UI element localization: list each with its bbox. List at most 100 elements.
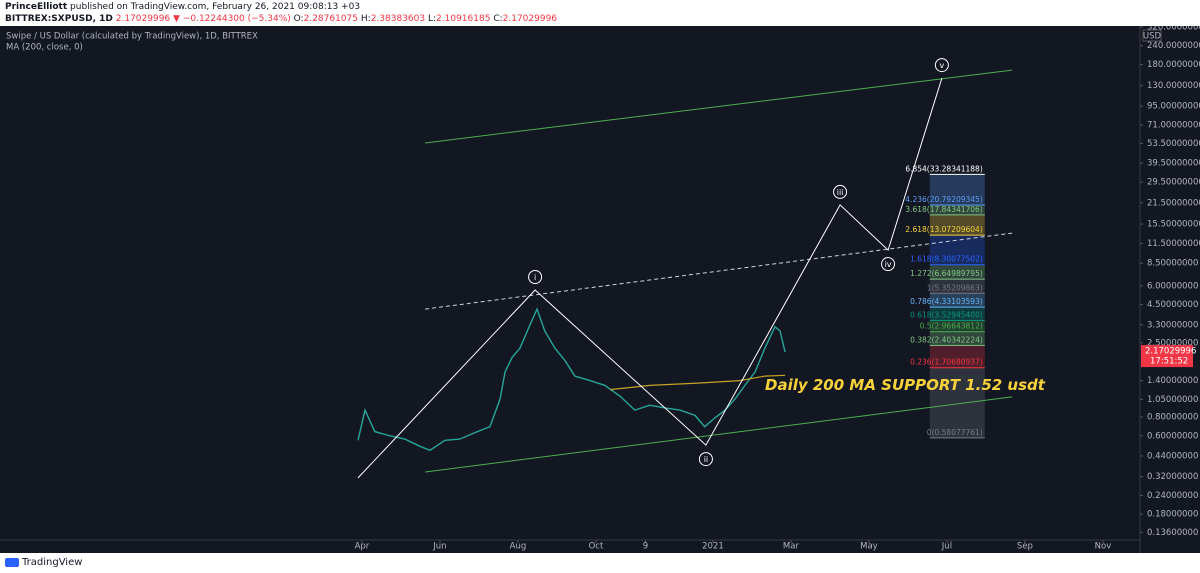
fib-band (929, 293, 985, 308)
x-tick-label: Aug (510, 542, 527, 552)
x-tick-label: Jul (941, 542, 952, 552)
x-tick-label: May (860, 542, 878, 552)
fib-label: 1.618(8.30077502) (910, 255, 983, 264)
fib-band (929, 320, 985, 332)
chart-background (0, 26, 1200, 553)
y-tick-label: 0.18000000 (1147, 510, 1198, 520)
price-line (609, 374, 786, 391)
legend-series: Swipe / US Dollar (calculated by Trading… (6, 32, 258, 42)
fib-label: 0.786(4.33103593) (910, 297, 983, 306)
y-tick-label: 15.50000000 (1147, 220, 1200, 230)
ohlc-value: 2.10916185 (436, 14, 491, 24)
y-tick-label: 1.40000000 (1147, 376, 1198, 386)
y-tick-label: 29.50000000 (1147, 178, 1200, 188)
author: PrinceElliott (5, 2, 68, 12)
fib-label: 0.5(2.96643812) (920, 322, 983, 331)
x-tick-label: Nov (1095, 542, 1112, 552)
y-tick-label: 240.00000000 (1147, 41, 1200, 51)
ohlc-label: O: (293, 14, 304, 24)
last-price: 2.17029996 (115, 14, 171, 24)
y-tick-label: 4.50000000 (1147, 300, 1198, 310)
x-tick-label: Jun (432, 542, 446, 552)
y-tick-label: 3.30000000 (1147, 320, 1198, 330)
footer: TradingView (0, 553, 1200, 573)
ohlc-label: L: (427, 14, 437, 24)
x-tick-label: Sep (1017, 542, 1033, 552)
x-tick-label: Oct (589, 542, 604, 552)
x-tick-label: Mar (783, 542, 800, 552)
unit-box (1142, 29, 1162, 42)
ohlc-value: 2.38383603 (370, 14, 426, 24)
header: PrinceElliott published on TradingView.c… (0, 0, 1200, 26)
wave-badge (934, 58, 949, 73)
x-tick-label: 2021 (702, 542, 724, 552)
fib-band (929, 235, 985, 265)
y-tick-label: 320.00000000 (1147, 22, 1200, 32)
header-line-2: BITTREX:SXPUSD, 1D 2.17029996 ▼ −0.12244… (5, 13, 1195, 25)
y-tick-label: 95.00000000 (1147, 102, 1200, 112)
fib-band (929, 279, 985, 294)
axis-unit: USD (1143, 32, 1162, 42)
fib-label: 0.382(2.40342224) (910, 335, 983, 344)
y-tick-label: 11.50000000 (1147, 239, 1200, 249)
fib-band (929, 214, 985, 236)
legend-ma: MA (200, close, 0) (6, 43, 83, 53)
fib-label: 0.236(1.70680937) (910, 358, 983, 367)
y-tick-label: 0.13600000 (1147, 528, 1198, 538)
branding: TradingView (22, 557, 83, 568)
y-tick-label: 0.44000000 (1147, 451, 1198, 461)
y-tick-label: 130.00000000 (1147, 81, 1200, 91)
x-tick-label: Apr (355, 542, 370, 552)
wave-badge (698, 452, 713, 467)
ohlc-label: C: (493, 14, 503, 24)
y-tick-label: 6.00000000 (1147, 281, 1198, 291)
published: published on TradingView.com, February 2… (70, 2, 361, 12)
y-tick-label: 2.50000000 (1147, 338, 1198, 348)
fib-band (929, 307, 985, 321)
fib-band (929, 331, 985, 346)
wave-label: v (940, 61, 945, 70)
fib-band (929, 345, 985, 368)
fib-band (929, 174, 985, 205)
fib-label: 4.236(20.79209345) (905, 195, 982, 204)
fib-label: 6.854(33.28341188) (905, 164, 982, 173)
ohlc-value: 2.28761075 (303, 14, 359, 24)
y-tick-label: 0.60000000 (1147, 431, 1198, 441)
price-tag (1141, 345, 1193, 368)
y-tick-label: 21.50000000 (1147, 198, 1200, 208)
x-tick-label: 9 (643, 542, 648, 552)
y-tick-label: 0.32000000 (1147, 472, 1198, 482)
annotation: Daily 200 MA SUPPORT 1.52 usdt (765, 376, 1045, 394)
symbol: BITTREX:SXPUSD, 1D (5, 14, 113, 24)
wave-badge (833, 184, 848, 199)
wave-label: i (534, 273, 536, 282)
fib-band (929, 367, 985, 438)
wave-path (357, 77, 943, 479)
ohlc-label: H: (360, 14, 371, 24)
ohlc-value: 2.17029996 (502, 14, 558, 24)
trendline (425, 69, 1013, 144)
wave-badge (881, 257, 896, 272)
header-line-1: PrinceElliott published on TradingView.c… (5, 1, 1195, 13)
wave-label: iv (885, 260, 892, 269)
countdown: 17:51:52 (1150, 357, 1188, 367)
fib-label: 0.618(3.52945400) (910, 310, 983, 319)
logo (5, 558, 19, 567)
change: ▼ −0.12244300 (−5.34%) (173, 14, 291, 24)
y-tick-label: 53.50000000 (1147, 139, 1200, 149)
trendline (425, 232, 1013, 310)
wave-label: ii (704, 455, 708, 464)
trendline (425, 396, 1013, 473)
y-tick-label: 180.00000000 (1147, 60, 1200, 70)
fib-label: 0(0.58077761) (927, 428, 983, 437)
fib-label: 1(5.35209863) (927, 283, 983, 292)
y-tick-label: 1.05000000 (1147, 395, 1198, 405)
y-tick-label: 71.00000000 (1147, 121, 1200, 131)
price-line (357, 307, 786, 452)
y-tick-label: 8.50000000 (1147, 259, 1198, 269)
wave-badge (528, 270, 543, 285)
fib-band (929, 264, 985, 280)
y-tick-label: 39.50000000 (1147, 159, 1200, 169)
fib-band (929, 204, 985, 215)
